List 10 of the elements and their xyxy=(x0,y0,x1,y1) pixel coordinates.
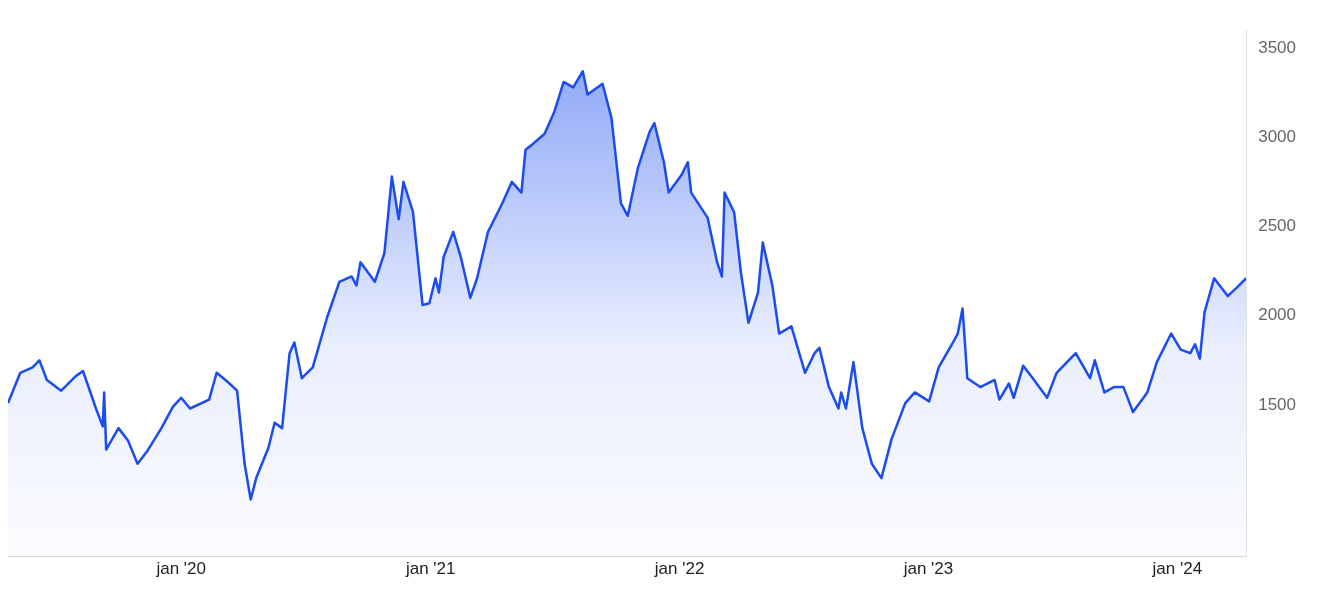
y-tick-label: 3000 xyxy=(1258,126,1297,146)
x-tick-label: jan '23 xyxy=(902,559,954,579)
x-tick-label: jan '21 xyxy=(404,559,456,579)
x-tick-label: jan '24 xyxy=(1151,559,1203,579)
x-tick-label: jan '20 xyxy=(155,559,206,579)
y-tick-label: 2500 xyxy=(1258,216,1297,236)
y-tick-label: 1500 xyxy=(1258,394,1297,414)
y-tick-label: 2000 xyxy=(1258,305,1297,325)
y-tick-label: 3500 xyxy=(1258,37,1297,57)
x-tick-label: jan '22 xyxy=(653,559,705,579)
